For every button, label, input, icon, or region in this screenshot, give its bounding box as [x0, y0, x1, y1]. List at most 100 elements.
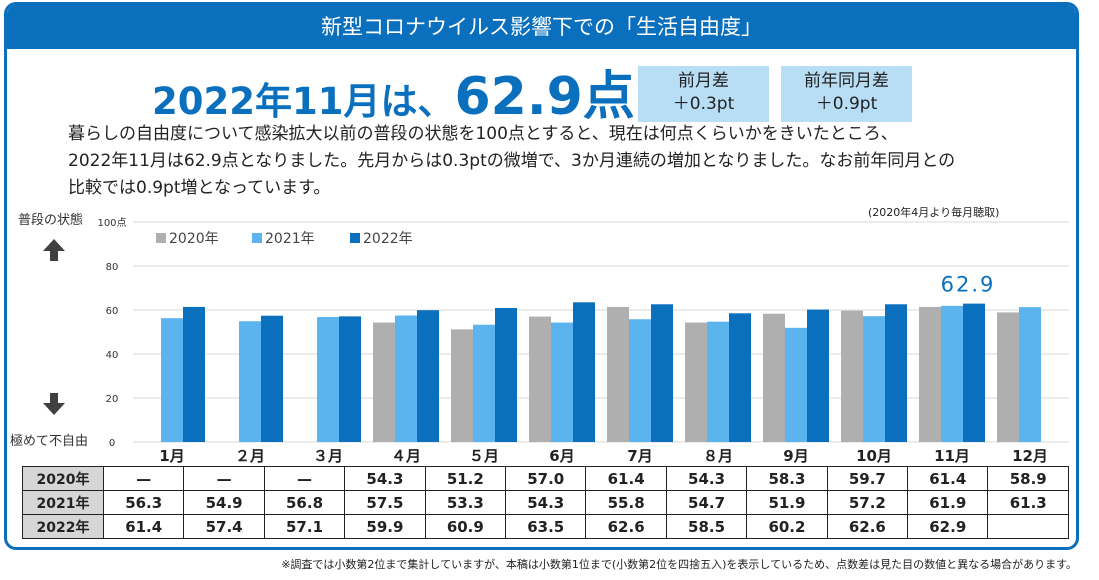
- bar: [1019, 307, 1041, 442]
- year-diff-value: ＋0.9pt: [815, 94, 878, 114]
- table-cell: 51.9: [746, 490, 828, 515]
- x-tick-label: ２月: [235, 447, 265, 465]
- table-cell: 54.3: [665, 466, 748, 491]
- description-line: 2022年11月は62.9点となりました。先月からは0.3ptの微増で、3か月連…: [68, 151, 956, 171]
- table-cell: 61.4: [585, 466, 667, 491]
- table-cell: 56.8: [263, 490, 346, 515]
- bar: [629, 319, 651, 442]
- table-cell: —: [263, 466, 346, 491]
- bar: [685, 322, 707, 442]
- description-line: 暮らしの自由度について感染拡大以前の普段の状態を100点とすると、現在は何点くら…: [68, 124, 898, 144]
- bar: [607, 306, 629, 442]
- arrow-up-icon: [43, 239, 65, 261]
- description-line: 比較では0.9pt増となっています。: [68, 178, 331, 198]
- table-cell: 59.9: [344, 514, 426, 539]
- year-diff-box: 前年同月差 ＋0.9pt: [781, 66, 912, 122]
- legend-label: 2022年: [363, 231, 413, 247]
- table-row: 2020年 — — —54.3 51.2 57.0 61.4 54.3 58.3 59.7 61.4…: [22, 466, 1069, 491]
- y-tick-label: 0: [109, 438, 115, 449]
- arrow-down-icon: [43, 393, 65, 415]
- bar: [417, 310, 439, 442]
- x-tick-label: 11月: [934, 447, 970, 465]
- table-cell: 53.3: [424, 490, 507, 515]
- bar: [473, 324, 495, 442]
- data-label-highlight: 62.9: [941, 273, 996, 297]
- legend-label: 2020年: [169, 231, 219, 247]
- x-tick-label: 10月: [856, 447, 892, 465]
- table-cell: 57.5: [344, 490, 426, 515]
- table-cell: 54.3: [344, 466, 426, 491]
- table-cell: 61.9: [907, 490, 989, 515]
- bar: [729, 313, 751, 442]
- bar: [785, 327, 807, 442]
- bar: [339, 316, 361, 442]
- x-tick-label: 6月: [549, 447, 574, 465]
- bar: [495, 308, 517, 442]
- bar: [807, 309, 829, 442]
- x-tick-label: ４月: [391, 447, 421, 465]
- table-cell: 54.7: [665, 490, 748, 515]
- table-cell: 62.6: [585, 514, 667, 539]
- table-cell: 62.6: [826, 514, 909, 539]
- bar: [707, 321, 729, 442]
- table-row: 2022年 61.4 57.4 57.1 59.9 60.9 63.5 62.6 58.5 60.…: [22, 514, 1069, 539]
- bar: [863, 316, 885, 442]
- table-row-label: 2020年: [22, 466, 104, 491]
- bar: [551, 322, 573, 442]
- table-cell: 51.2: [424, 466, 507, 491]
- bar: [651, 304, 673, 442]
- bar: [261, 315, 283, 442]
- bar: [919, 306, 941, 442]
- x-tick-label: ３月: [313, 447, 343, 465]
- y-tick-label: 20: [106, 394, 119, 405]
- x-tick-label: 7月: [627, 447, 652, 465]
- survey-note: (2020年4月より毎月聴取): [868, 206, 1000, 219]
- x-tick-label: ８月: [703, 447, 733, 465]
- x-tick-label: ５月: [469, 447, 499, 465]
- bar: [239, 321, 261, 442]
- legend-swatch: [156, 233, 166, 243]
- legend-swatch: [252, 233, 262, 243]
- table-cell: 62.9: [907, 514, 989, 539]
- legend-swatch: [350, 233, 360, 243]
- table-cell: 57.0: [505, 466, 587, 491]
- bar: [529, 316, 551, 442]
- y-tick-label: 40: [106, 350, 119, 361]
- bar: [573, 302, 595, 442]
- x-tick-label: 9月: [783, 447, 808, 465]
- table-row: 2021年 56.3 54.9 56.8 57.5 53.3 54.3 55.8 54.7 51.…: [22, 490, 1069, 515]
- legend-label: 2021年: [265, 231, 315, 247]
- table-cell: 57.1: [263, 514, 346, 539]
- y-tick-label: 80: [106, 262, 119, 273]
- table-cell: —: [183, 466, 265, 491]
- bar-chart: 100点 80 60 40 20 0 2020年 2021年 2022年 1月 ２月 ３月 ４月 ５月 6月…: [97, 217, 1069, 465]
- bar: [763, 313, 785, 442]
- month-diff-value: ＋0.3pt: [672, 94, 735, 114]
- table-cell: 58.3: [746, 466, 828, 491]
- bar: [451, 329, 473, 442]
- table-cell: 58.5: [665, 514, 748, 539]
- y-tick-label: 60: [106, 306, 119, 317]
- bar: [317, 317, 339, 442]
- data-table: 2020年 — — —54.3 51.2 57.0 61.4 54.3 58.3 59.7 61.4…: [22, 466, 1069, 539]
- y-tick-label: 100点: [97, 217, 126, 229]
- month-diff-box: 前月差 ＋0.3pt: [638, 66, 769, 122]
- table-cell: 60.2: [746, 514, 828, 539]
- table-cell: —: [102, 466, 185, 491]
- table-cell: 58.9: [987, 466, 1069, 491]
- table-cell: [987, 514, 1069, 539]
- bar: [161, 318, 183, 442]
- table-cell: 54.9: [183, 490, 265, 515]
- table-cell: 63.5: [505, 514, 587, 539]
- headline: 2022年11月は、62.9点: [152, 54, 635, 129]
- bar: [941, 305, 963, 442]
- table-cell: 61.4: [102, 514, 185, 539]
- table-cell: 61.4: [907, 466, 989, 491]
- bar: [395, 315, 417, 442]
- table-cell: 57.4: [183, 514, 265, 539]
- bar: [997, 312, 1019, 442]
- scale-label-bottom: 極めて不自由: [10, 434, 89, 449]
- table-row-label: 2021年: [22, 490, 104, 515]
- headline-prefix: 2022年11月は、: [152, 80, 455, 123]
- headline-value: 62.9点: [454, 67, 635, 127]
